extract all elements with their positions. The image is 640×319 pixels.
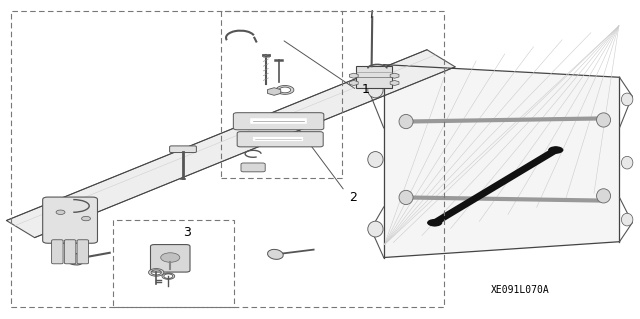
Circle shape <box>161 253 180 262</box>
Bar <box>221 11 342 178</box>
FancyBboxPatch shape <box>234 113 324 130</box>
Ellipse shape <box>621 213 633 226</box>
FancyBboxPatch shape <box>170 146 196 152</box>
FancyBboxPatch shape <box>52 240 63 264</box>
Text: XE091L070A: XE091L070A <box>492 286 550 295</box>
Circle shape <box>548 146 563 154</box>
Ellipse shape <box>399 115 413 129</box>
Ellipse shape <box>368 82 383 98</box>
FancyBboxPatch shape <box>237 132 323 147</box>
Ellipse shape <box>621 156 633 169</box>
Circle shape <box>427 219 442 226</box>
Ellipse shape <box>368 221 383 237</box>
Text: 2: 2 <box>349 191 356 204</box>
Ellipse shape <box>596 113 611 127</box>
Bar <box>113 219 234 307</box>
Ellipse shape <box>368 152 383 167</box>
Ellipse shape <box>65 253 84 265</box>
FancyBboxPatch shape <box>43 197 97 243</box>
FancyBboxPatch shape <box>77 240 88 264</box>
Polygon shape <box>6 50 455 238</box>
Bar <box>11 11 444 307</box>
FancyBboxPatch shape <box>356 66 392 88</box>
Circle shape <box>81 216 90 221</box>
Ellipse shape <box>621 93 633 106</box>
Text: 1: 1 <box>362 84 369 96</box>
FancyBboxPatch shape <box>150 245 190 272</box>
Text: 3: 3 <box>183 226 191 239</box>
Ellipse shape <box>268 249 284 259</box>
Circle shape <box>56 210 65 214</box>
FancyBboxPatch shape <box>65 240 76 264</box>
Ellipse shape <box>596 189 611 203</box>
FancyBboxPatch shape <box>241 163 265 172</box>
Polygon shape <box>384 65 620 257</box>
Ellipse shape <box>399 190 413 204</box>
